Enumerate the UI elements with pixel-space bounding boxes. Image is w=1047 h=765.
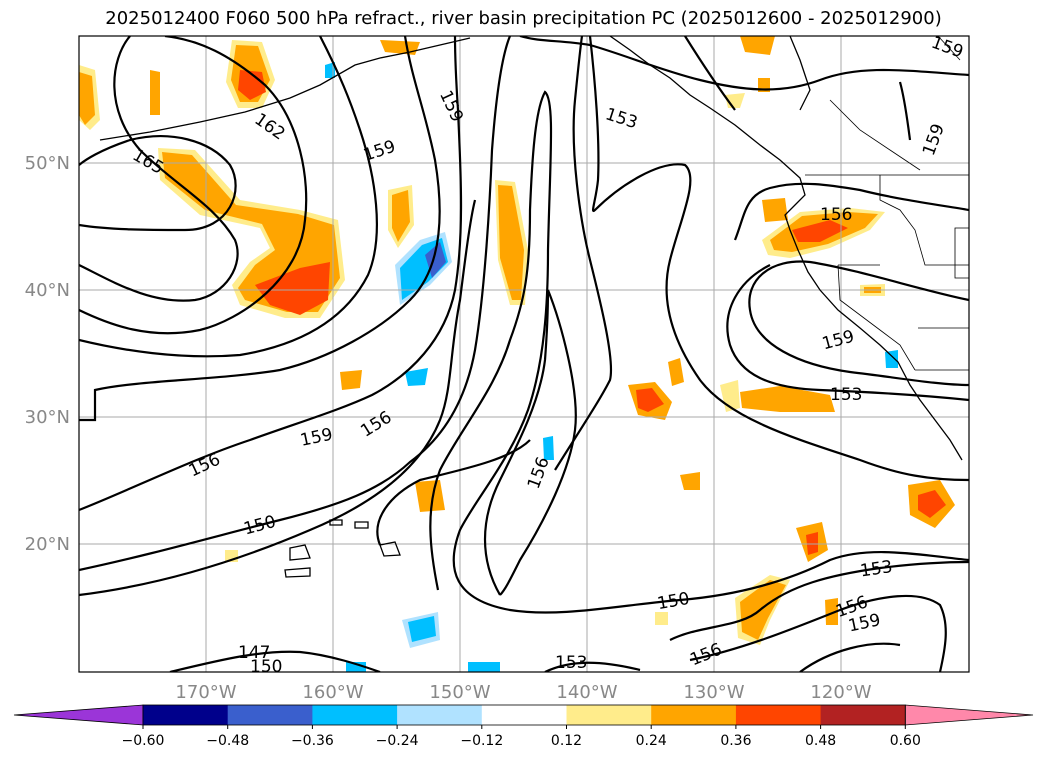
- colorbar-tick-label: 0.12: [551, 733, 582, 749]
- contour-label: 153: [859, 557, 894, 581]
- shade-pos: [740, 386, 835, 412]
- colorbar-tick-label: 0.48: [805, 733, 836, 749]
- colorbar-tick-label: 0.24: [636, 733, 667, 749]
- lon-label: 120°W: [810, 682, 871, 703]
- shade-pos: [655, 612, 668, 625]
- shade-pos: [415, 480, 445, 512]
- height-contours: [79, 36, 969, 672]
- shade-pos: [668, 358, 684, 386]
- map-frame: [78, 35, 970, 673]
- colorbar-extend-max: [904, 704, 1034, 726]
- shade-pos: [498, 185, 524, 300]
- coastlines: [99, 36, 963, 578]
- colorbar-outline: [142, 704, 906, 726]
- shade-pos: [825, 598, 838, 625]
- shade-pos: [636, 388, 664, 412]
- latitude-labels: 50°N 40°N 30°N 20°N: [25, 153, 70, 555]
- map-title: 2025012400 F060 500 hPa refract., river …: [105, 8, 942, 29]
- colorbar-tick-label: 0.60: [890, 733, 921, 749]
- colorbar-tick-label: −0.48: [206, 733, 249, 749]
- colorbar-tick-label: −0.36: [291, 733, 334, 749]
- shade-pos: [740, 580, 786, 640]
- colorbar-swatch: [820, 705, 906, 725]
- shade-pos: [255, 262, 330, 315]
- lon-label: 150°W: [429, 682, 490, 703]
- contour-label: 153: [830, 385, 862, 405]
- colorbar-swatch: [566, 705, 652, 725]
- lat-label: 50°N: [25, 153, 70, 174]
- shade-pos: [150, 70, 160, 115]
- contour-label: 156: [820, 205, 852, 225]
- shade-neg: [468, 662, 500, 672]
- shade-pos: [762, 198, 788, 222]
- shade-pos: [392, 190, 410, 242]
- colorbar-swatch: [651, 705, 737, 725]
- longitude-labels: 170°W 160°W 150°W 140°W 130°W 120°W: [175, 682, 871, 703]
- shade-neg: [885, 350, 898, 368]
- contour-label: 153: [555, 653, 587, 673]
- colorbar-tick-label: −0.24: [376, 733, 419, 749]
- shade-neg: [543, 436, 554, 460]
- shade-pos: [680, 472, 700, 490]
- contour-labels: 165 162 159 159 159 159 156 156 156 159 …: [129, 33, 966, 677]
- colorbar-tick-label: −0.12: [460, 733, 503, 749]
- lon-label: 140°W: [556, 682, 617, 703]
- shade-pos: [79, 72, 95, 125]
- colorbar-swatch: [143, 705, 229, 725]
- colorbar-swatch: [227, 705, 313, 725]
- lat-label: 40°N: [25, 280, 70, 301]
- colorbar-swatch: [312, 705, 398, 725]
- colorbar-swatch: [397, 705, 483, 725]
- colorbar-tick-label: 0.36: [720, 733, 751, 749]
- colorbar-tick-label: −0.60: [122, 733, 165, 749]
- lon-label: 160°W: [302, 682, 363, 703]
- colorbar: −0.60 −0.48 −0.36 −0.24 −0.12 0.12 0.24 0.36 0.4…: [13, 704, 1034, 749]
- lon-label: 170°W: [175, 682, 236, 703]
- shade-pos: [340, 370, 362, 390]
- colorbar-swatch: [481, 705, 567, 725]
- shade-pos: [238, 70, 266, 100]
- shade-pos: [918, 490, 946, 518]
- shade-pos: [740, 36, 775, 55]
- colorbar-extend-min: [13, 704, 144, 726]
- lat-label: 20°N: [25, 534, 70, 555]
- colorbar-swatch: [735, 705, 822, 725]
- shade-pos: [380, 40, 420, 55]
- lon-label: 130°W: [683, 682, 744, 703]
- shade-pos: [792, 220, 848, 242]
- lat-label: 30°N: [25, 407, 70, 428]
- contour-label: 150: [250, 657, 282, 677]
- borders: [805, 36, 969, 371]
- map-background: [79, 36, 969, 672]
- shade-neg: [405, 368, 428, 386]
- shade-neg: [408, 616, 436, 642]
- precip-shading: [79, 36, 955, 672]
- shade-neg: [346, 662, 366, 672]
- contour-label: 147: [238, 643, 270, 663]
